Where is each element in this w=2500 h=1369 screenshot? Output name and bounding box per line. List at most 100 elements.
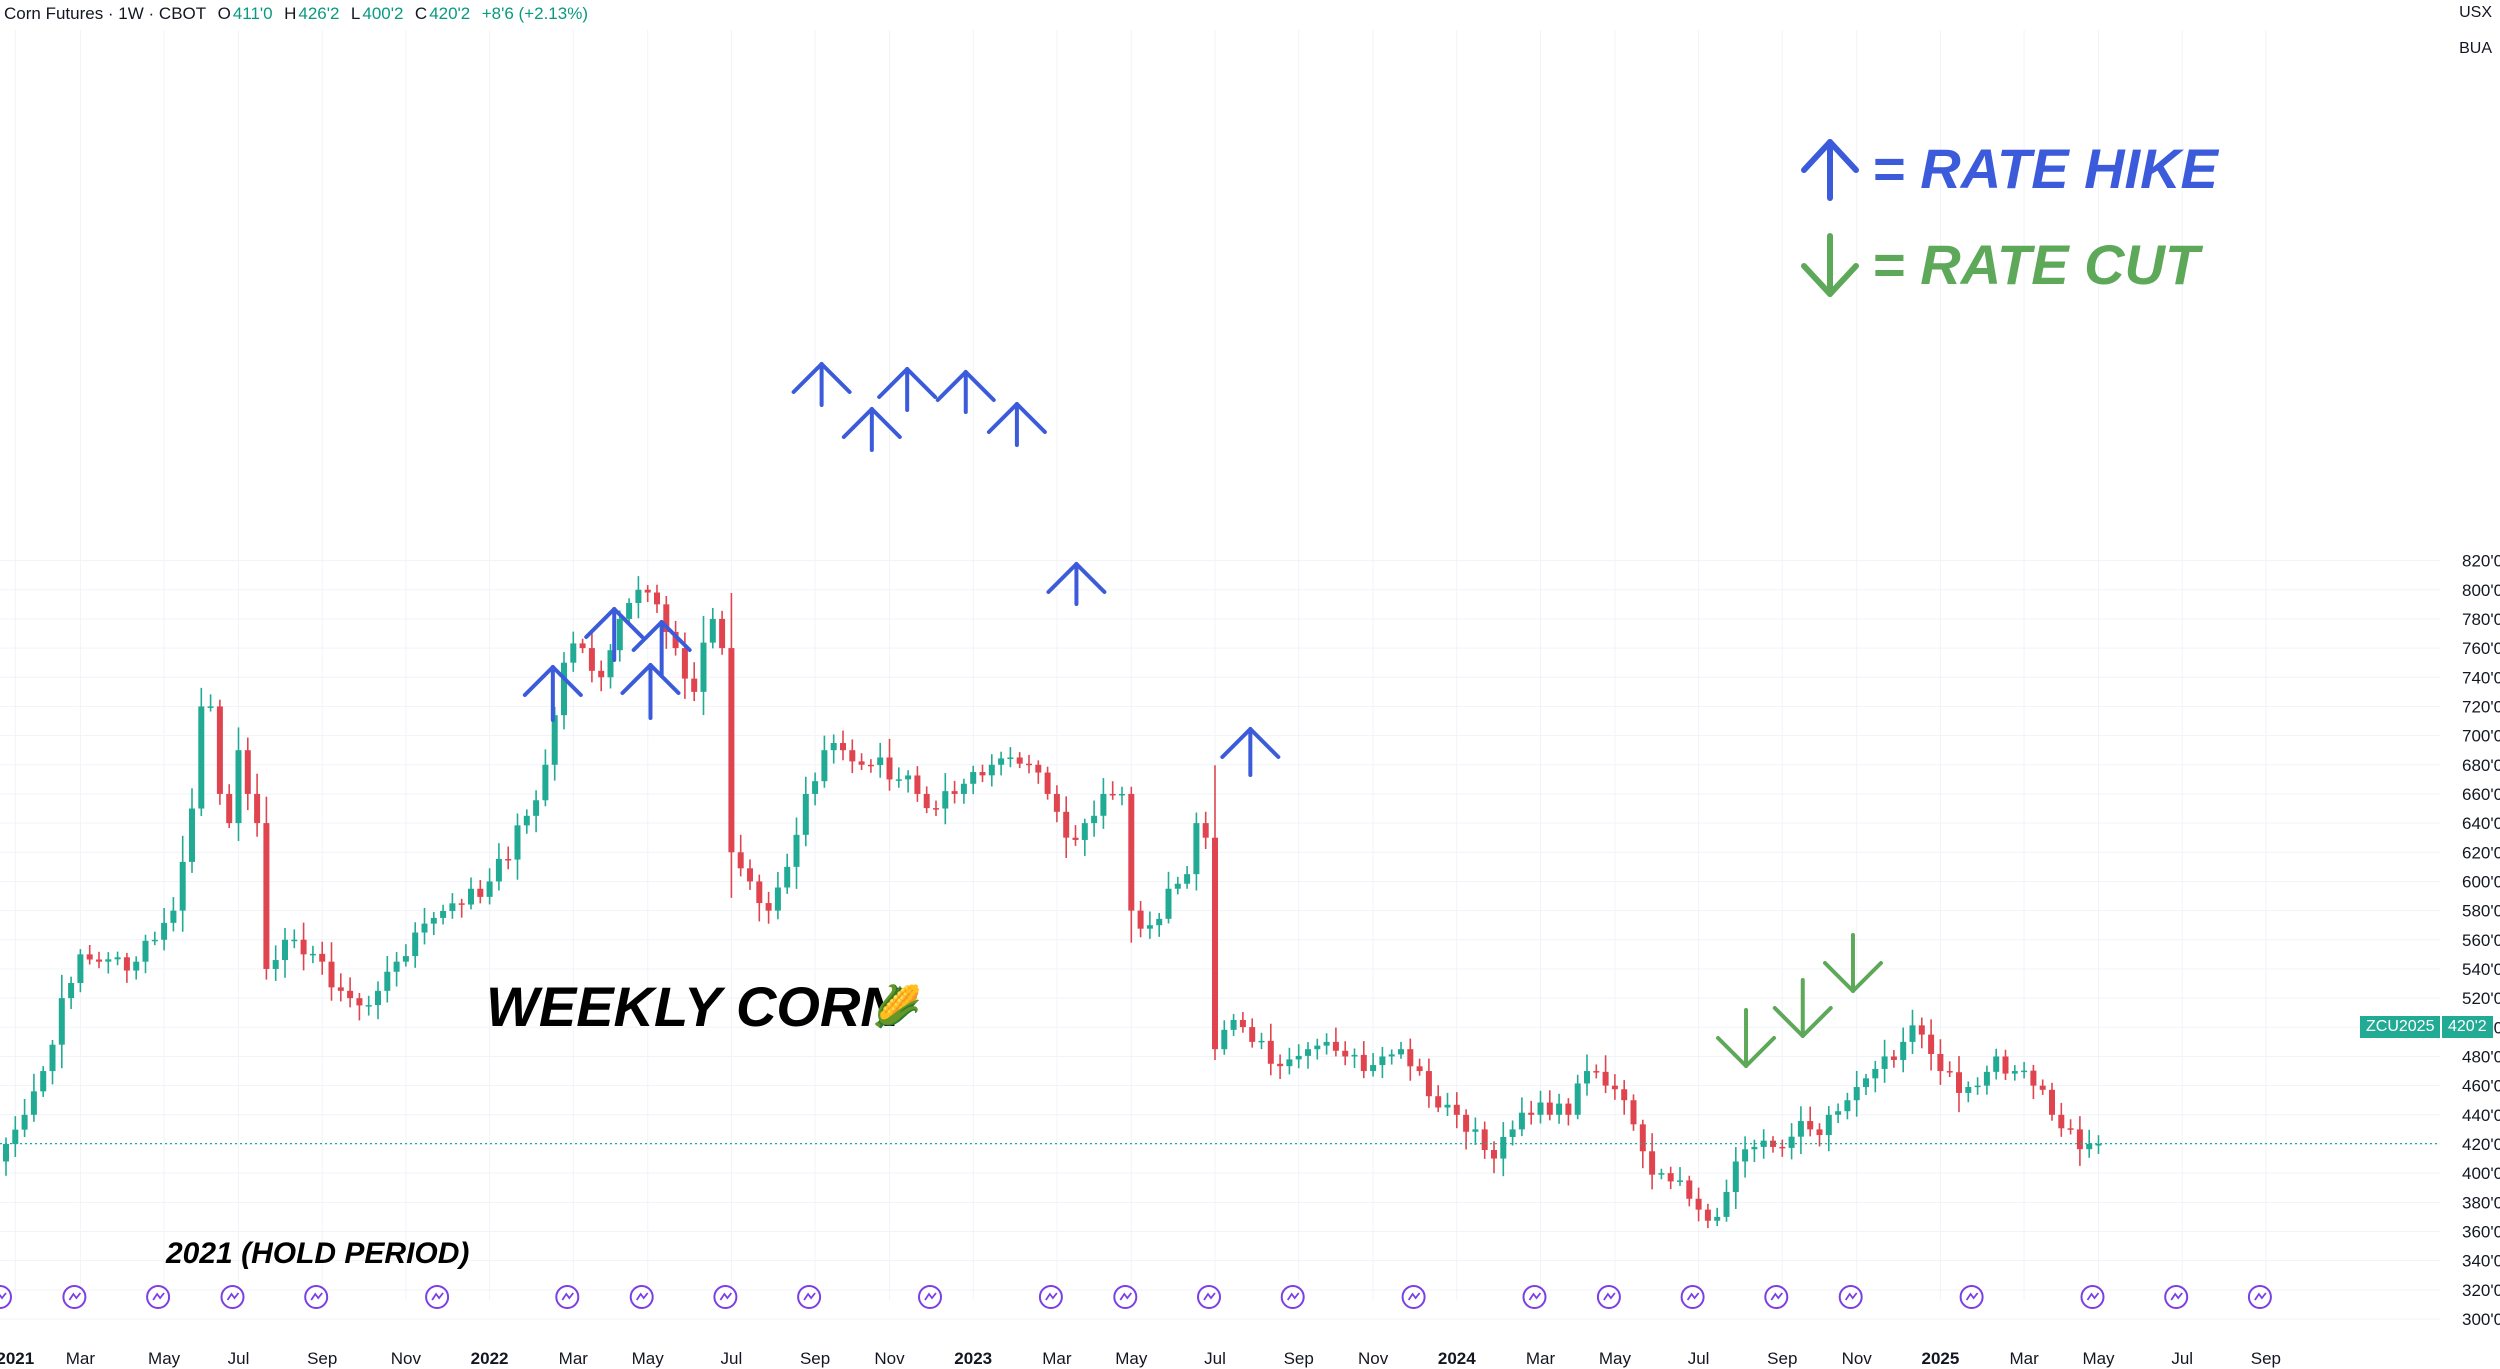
candle [1146, 911, 1153, 939]
event-calendar-icon[interactable] [918, 1285, 942, 1309]
candle [998, 751, 1005, 776]
event-calendar-icon[interactable] [1959, 1285, 1984, 1309]
rate-cut-arrow-icon [1772, 978, 1833, 1038]
candle [877, 742, 884, 778]
candle [1221, 1020, 1228, 1055]
candle [1137, 900, 1144, 938]
candle [2002, 1049, 2009, 1081]
quantity-unit[interactable]: BUA [2459, 40, 2492, 57]
event-calendar-icon[interactable] [146, 1285, 171, 1309]
candle [170, 897, 177, 932]
event-calendar-icon[interactable] [1838, 1285, 1863, 1309]
rate-hike-arrow-icon [935, 370, 996, 414]
candle [328, 942, 335, 1001]
price-tick-label: 340'0 [2462, 1252, 2500, 1271]
candle [812, 772, 819, 806]
rate-hike-arrow-icon [791, 362, 852, 407]
currency-unit[interactable]: USX [2459, 4, 2492, 21]
candle [1695, 1187, 1702, 1222]
event-calendar-icon[interactable] [304, 1285, 329, 1309]
candle [1193, 812, 1200, 891]
event-calendar-icon[interactable] [1596, 1285, 1621, 1309]
price-tick-label: 640'0 [2462, 814, 2500, 833]
candle [1835, 1103, 1842, 1124]
event-calendar-icon[interactable] [1113, 1285, 1138, 1309]
event-calendar-icon[interactable] [629, 1285, 654, 1309]
candle [1667, 1166, 1674, 1190]
candle [756, 874, 763, 922]
candle [1202, 811, 1209, 850]
event-calendar-icon[interactable] [1038, 1285, 1063, 1309]
candle [1872, 1060, 1879, 1093]
symbol-badge: ZCU2025 [2360, 1016, 2441, 1038]
price-tick-label: 740'0 [2462, 668, 2500, 687]
candle [1584, 1054, 1590, 1096]
open-label: O [217, 4, 231, 23]
candle [226, 784, 233, 829]
candle [570, 631, 577, 672]
event-calendar-icon[interactable] [425, 1285, 450, 1309]
candle [1053, 785, 1060, 823]
candle [1639, 1119, 1646, 1169]
price-tick-label: 600'0 [2462, 872, 2500, 891]
candle [858, 753, 865, 770]
candle [598, 660, 605, 692]
rate-cut-arrows [1716, 933, 1883, 1068]
event-calendar-icon[interactable] [713, 1285, 738, 1309]
event-calendar-icon[interactable] [2164, 1285, 2189, 1309]
candle [477, 880, 484, 904]
event-calendar-icon[interactable] [2247, 1285, 2272, 1309]
event-calendar-icon[interactable] [1680, 1285, 1705, 1309]
candle [942, 773, 949, 825]
time-tick-label: 2022 [471, 1349, 509, 1368]
event-calendar-icon[interactable] [0, 1285, 12, 1309]
candle [282, 928, 288, 978]
event-calendar-icon[interactable] [62, 1285, 87, 1309]
candle [1853, 1070, 1860, 1117]
candle [495, 843, 502, 891]
candle [830, 734, 837, 764]
candle [58, 974, 65, 1069]
price-tick-label: 800'0 [2462, 581, 2500, 600]
candle [1184, 865, 1191, 889]
candle [1937, 1039, 1944, 1085]
event-calendar-icon[interactable] [220, 1285, 245, 1309]
price-tick-label: 560'0 [2462, 931, 2500, 950]
candle [1593, 1064, 1600, 1079]
high-value: 426'2 [298, 4, 340, 23]
candle [254, 773, 261, 837]
time-tick-label: May [148, 1349, 181, 1368]
candle [840, 730, 846, 761]
event-calendar-icon[interactable] [797, 1285, 822, 1309]
time-tick-label: Mar [1042, 1349, 1072, 1368]
candle [412, 922, 419, 968]
candle [21, 1098, 28, 1138]
price-tick-label: 460'0 [2462, 1077, 2500, 1096]
event-calendar-icon[interactable] [555, 1285, 580, 1309]
event-calendar-icon[interactable] [1401, 1285, 1426, 1309]
close-label: C [414, 4, 428, 23]
time-axis[interactable]: 2021 Mar May Jul Sep Nov 2022 Mar May Jul Sep Nov 20… [0, 1349, 2281, 1368]
candle [2076, 1116, 2083, 1166]
time-tick-label: 2023 [954, 1349, 992, 1368]
candle [263, 796, 270, 980]
event-calendar-icon[interactable] [2080, 1285, 2105, 1309]
candle [1556, 1093, 1563, 1124]
symbol-title[interactable]: Corn Futures · 1W · CBOT [4, 4, 207, 23]
candle [468, 877, 474, 910]
event-calendar-icon[interactable] [1764, 1285, 1789, 1309]
candle [988, 754, 995, 787]
candle [365, 995, 372, 1016]
event-calendar-icon[interactable] [1280, 1285, 1305, 1309]
time-tick-label: Mar [559, 1349, 589, 1368]
candle [375, 981, 381, 1020]
high-label: H [284, 4, 297, 23]
time-tick-label: Nov [1842, 1349, 1873, 1368]
price-axis[interactable]: 300'0 320'0 340'0 360'0 380'0 400'0 420'0 440'0… [2462, 552, 2500, 1329]
candle [2021, 1061, 2028, 1079]
event-calendar-icon[interactable] [1197, 1285, 1221, 1309]
event-calendar-icon[interactable] [1522, 1285, 1547, 1309]
candle [133, 956, 140, 980]
time-tick-label: Jul [2171, 1349, 2193, 1368]
